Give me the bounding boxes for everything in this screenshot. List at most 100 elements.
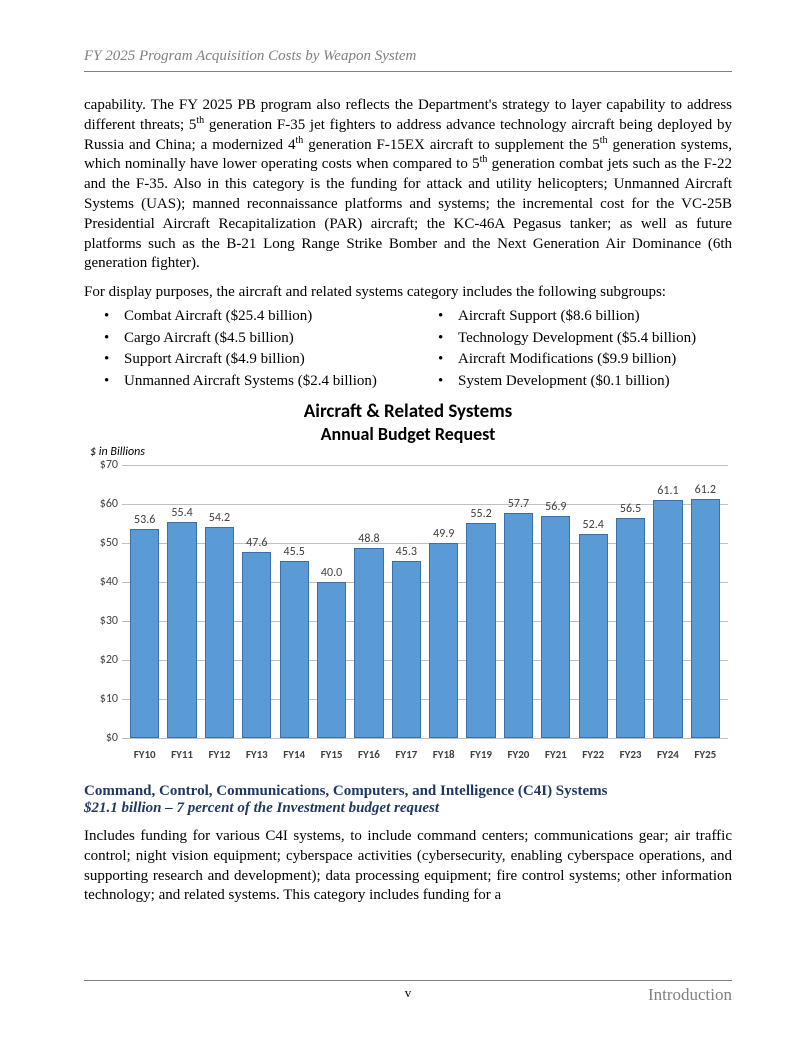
chart-y-axis-label: $ in Billions — [90, 445, 732, 459]
chart-bar-slot: 57.7 — [500, 465, 537, 738]
chart-bar — [541, 516, 570, 738]
chart-subtitle: Annual Budget Request — [84, 423, 732, 445]
chart-bar — [466, 523, 495, 738]
chart-title: Aircraft & Related Systems — [84, 401, 732, 423]
chart-bar-slot: 48.8 — [350, 465, 387, 738]
chart-bar — [242, 552, 271, 738]
chart-bar-value-label: 55.4 — [171, 506, 192, 520]
subgroups-columns: Combat Aircraft ($25.4 billion)Cargo Air… — [84, 307, 732, 393]
subgroup-item: Support Aircraft ($4.9 billion) — [110, 350, 398, 370]
chart-bar — [280, 561, 309, 738]
chart-x-tick: FY21 — [537, 748, 574, 761]
subgroup-item: Combat Aircraft ($25.4 billion) — [110, 307, 398, 327]
chart-x-tick: FY11 — [163, 748, 200, 761]
chart-bar-value-label: 47.6 — [246, 536, 267, 550]
chart-bar-value-label: 61.1 — [657, 484, 678, 498]
chart-x-tick: FY25 — [687, 748, 724, 761]
chart-x-tick: FY16 — [350, 748, 387, 761]
chart-x-tick: FY18 — [425, 748, 462, 761]
chart-x-tick: FY22 — [575, 748, 612, 761]
chart-bar-slot: 54.2 — [201, 465, 238, 738]
subgroup-item: Unmanned Aircraft Systems ($2.4 billion) — [110, 372, 398, 392]
chart-plot-area: $0 $10 $20 $30 $40 $50 $60 $70 53.6 55.4 54.2 47.6 4… — [84, 461, 732, 761]
chart-bar — [653, 500, 682, 738]
page-footer: v Introduction — [84, 980, 732, 1005]
chart-y-tick: $40 — [86, 575, 118, 589]
chart-bar-value-label: 56.9 — [545, 500, 566, 514]
chart-y-tick: $30 — [86, 614, 118, 628]
subgroups-col-right: Aircraft Support ($8.6 billion)Technolog… — [418, 307, 732, 393]
chart-bar-value-label: 55.2 — [470, 507, 491, 521]
chart-bar-slot: 61.2 — [687, 465, 724, 738]
chart-bar — [504, 513, 533, 738]
chart-bar-value-label: 45.3 — [396, 545, 417, 559]
chart-x-tick: FY14 — [276, 748, 313, 761]
body-paragraph-c4i: Includes funding for various C4I systems… — [84, 827, 732, 906]
chart-bar-slot: 49.9 — [425, 465, 462, 738]
chart-y-tick: $50 — [86, 536, 118, 550]
chart-bar-slot: 55.2 — [462, 465, 499, 738]
section-heading-c4i: Command, Control, Communications, Comput… — [84, 783, 732, 800]
chart-bar-value-label: 53.6 — [134, 513, 155, 527]
chart-bar-slot: 56.5 — [612, 465, 649, 738]
chart-bar-value-label: 48.8 — [358, 532, 379, 546]
chart-bar-value-label: 61.2 — [695, 483, 716, 497]
chart-bar — [429, 543, 458, 738]
chart-bar — [392, 561, 421, 738]
chart-x-tick: FY20 — [500, 748, 537, 761]
subgroups-col-left: Combat Aircraft ($25.4 billion)Cargo Air… — [84, 307, 398, 393]
chart-bar-value-label: 56.5 — [620, 502, 641, 516]
chart-y-tick: $20 — [86, 653, 118, 667]
chart-bar — [317, 582, 346, 738]
footer-section-label: Introduction — [648, 985, 732, 1005]
chart-x-tick: FY24 — [649, 748, 686, 761]
chart-x-tick: FY19 — [462, 748, 499, 761]
chart-bar-value-label: 45.5 — [284, 545, 305, 559]
chart-bar-slot: 56.9 — [537, 465, 574, 738]
chart-bar-slot: 45.5 — [276, 465, 313, 738]
subgroup-item: Aircraft Modifications ($9.9 billion) — [444, 350, 732, 370]
chart-bar-value-label: 54.2 — [209, 511, 230, 525]
chart-bar-slot: 53.6 — [126, 465, 163, 738]
chart-bar — [616, 518, 645, 738]
chart-x-tick: FY17 — [388, 748, 425, 761]
chart-x-tick: FY23 — [612, 748, 649, 761]
budget-chart: Aircraft & Related Systems Annual Budget… — [84, 401, 732, 761]
page-number: v — [405, 985, 412, 1001]
chart-bar-slot: 40.0 — [313, 465, 350, 738]
subgroup-item: Aircraft Support ($8.6 billion) — [444, 307, 732, 327]
subgroup-item: Technology Development ($5.4 billion) — [444, 329, 732, 349]
document-page: FY 2025 Program Acquisition Costs by Wea… — [0, 0, 802, 1037]
chart-y-tick: $60 — [86, 497, 118, 511]
chart-y-tick: $70 — [86, 458, 118, 472]
body-paragraph-1: capability. The FY 2025 PB program also … — [84, 96, 732, 274]
chart-bar-value-label: 57.7 — [508, 497, 529, 511]
chart-bar-slot: 61.1 — [649, 465, 686, 738]
chart-bar — [167, 522, 196, 738]
chart-bar — [354, 548, 383, 738]
subgroup-item: System Development ($0.1 billion) — [444, 372, 732, 392]
chart-bar — [579, 534, 608, 738]
chart-y-tick: $10 — [86, 692, 118, 706]
running-header: FY 2025 Program Acquisition Costs by Wea… — [84, 48, 732, 72]
chart-bar-value-label: 49.9 — [433, 527, 454, 541]
chart-x-tick: FY10 — [126, 748, 163, 761]
chart-bar-value-label: 40.0 — [321, 566, 342, 580]
chart-bar — [691, 499, 720, 738]
chart-x-tick: FY13 — [238, 748, 275, 761]
chart-bar — [205, 527, 234, 738]
chart-bar-slot: 45.3 — [388, 465, 425, 738]
chart-bar-slot: 55.4 — [163, 465, 200, 738]
chart-bar — [130, 529, 159, 738]
chart-bar-slot: 47.6 — [238, 465, 275, 738]
chart-x-tick: FY12 — [201, 748, 238, 761]
section-subheading-c4i: $21.1 billion – 7 percent of the Investm… — [84, 800, 732, 817]
chart-bar-slot: 52.4 — [575, 465, 612, 738]
chart-x-tick: FY15 — [313, 748, 350, 761]
chart-bars: 53.6 55.4 54.2 47.6 45.5 40.0 48.8 45.3 49.9 55.2… — [122, 465, 728, 738]
chart-y-tick: $0 — [86, 731, 118, 745]
subgroups-intro: For display purposes, the aircraft and r… — [84, 284, 732, 301]
chart-bar-value-label: 52.4 — [583, 518, 604, 532]
subgroup-item: Cargo Aircraft ($4.5 billion) — [110, 329, 398, 349]
chart-gridline — [122, 738, 728, 739]
